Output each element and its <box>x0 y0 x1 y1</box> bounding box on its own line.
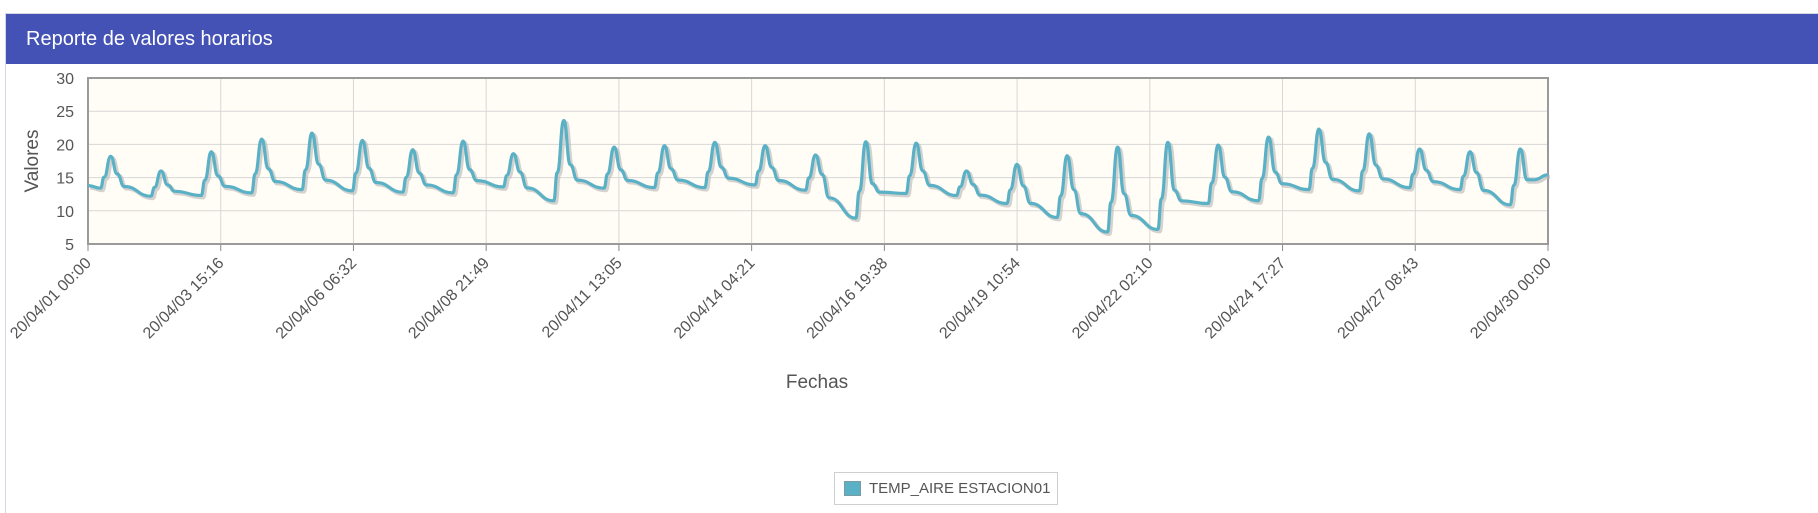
y-axis-title: Valores <box>22 129 43 192</box>
x-tick-label: 20/04/08 21:49 <box>405 255 493 343</box>
y-tick-label: 30 <box>56 71 74 88</box>
x-axis-title: Fechas <box>786 372 848 393</box>
panel-title: Reporte de valores horarios <box>6 14 1818 64</box>
y-tick-label: 15 <box>56 171 74 188</box>
x-tick-label: 20/04/27 08:43 <box>1335 255 1423 343</box>
x-tick-label: 20/04/06 06:32 <box>273 255 361 343</box>
x-tick-label: 20/04/16 19:38 <box>804 255 892 343</box>
legend-swatch <box>844 481 861 496</box>
x-tick-label: 20/04/22 02:10 <box>1069 255 1157 343</box>
y-tick-label: 20 <box>56 137 74 154</box>
x-tick-label: 20/04/14 04:21 <box>671 255 759 343</box>
x-tick-label: 20/04/01 00:00 <box>7 255 95 343</box>
y-tick-label: 25 <box>56 104 74 121</box>
x-tick-label: 20/04/24 17:27 <box>1202 255 1290 343</box>
plot-frame <box>87 77 1549 245</box>
legend-label: TEMP_AIRE ESTACION01 <box>869 480 1051 497</box>
x-tick-label: 20/04/03 15:16 <box>140 255 228 343</box>
series-line-temp-aire <box>87 118 1549 234</box>
legend[interactable]: TEMP_AIRE ESTACION01 <box>834 472 1058 505</box>
y-tick-label: 5 <box>65 237 74 254</box>
y-tick-label: 10 <box>56 204 74 221</box>
x-tick-label: 20/04/19 10:54 <box>936 255 1024 343</box>
x-tick-label: 20/04/11 13:05 <box>539 255 626 342</box>
x-tick-label: 20/04/30 00:00 <box>1467 255 1555 343</box>
